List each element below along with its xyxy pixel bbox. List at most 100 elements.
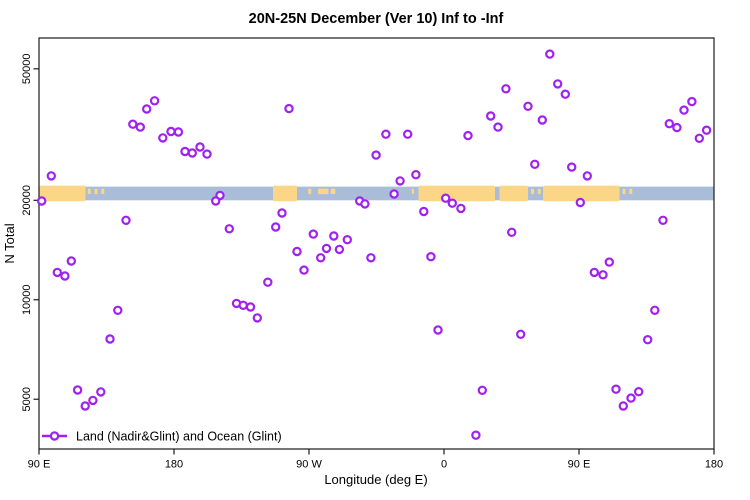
data-point [173, 127, 184, 137]
data-point [60, 271, 70, 281]
data-point [694, 133, 705, 143]
data-point [381, 129, 391, 139]
data-point [687, 96, 697, 107]
data-point [135, 122, 145, 132]
data-point [72, 385, 83, 395]
land-segment [273, 185, 297, 202]
data-point [634, 387, 644, 397]
data-point [501, 84, 511, 94]
land-segment [543, 185, 620, 202]
data-point [560, 89, 571, 99]
data-point [672, 122, 682, 133]
data-point [113, 305, 123, 315]
data-point [158, 133, 168, 143]
land-segment [418, 185, 495, 202]
data-point [553, 79, 563, 89]
data-point [284, 103, 294, 114]
data-point [643, 335, 653, 345]
data-point [46, 171, 57, 181]
island-segment [330, 188, 336, 195]
data-point [238, 300, 248, 310]
data-point [245, 302, 256, 312]
data-point [575, 197, 586, 208]
data-point [537, 115, 548, 125]
data-points [37, 49, 712, 440]
y-axis-label: N Total [2, 223, 17, 263]
data-point [96, 387, 106, 397]
data-point [292, 246, 302, 257]
island-segment [622, 188, 626, 195]
map-band [39, 185, 714, 202]
data-point [604, 257, 615, 267]
data-point [701, 125, 712, 135]
data-point [80, 401, 90, 411]
data-point [37, 196, 47, 206]
data-point [523, 101, 533, 112]
data-point [530, 159, 540, 169]
data-point [342, 234, 352, 245]
data-point [626, 393, 636, 403]
data-point [271, 222, 281, 232]
x-tick-label: 90 E [568, 459, 591, 471]
data-point [545, 49, 555, 59]
data-point [366, 253, 376, 263]
x-tick-label: 0 [441, 459, 447, 471]
island-segment [531, 188, 534, 195]
land-segment [39, 185, 86, 202]
data-point [493, 122, 503, 132]
data-point [611, 384, 621, 394]
data-point [121, 215, 131, 225]
data-point [166, 126, 176, 137]
land-segment [499, 185, 528, 202]
data-point [618, 401, 629, 411]
legend: Land (Nadir&Glint) and Ocean (Glint) [42, 430, 282, 444]
data-point [187, 148, 197, 158]
data-point [149, 96, 160, 106]
data-point [477, 385, 487, 395]
y-tick-label: 5000 [21, 387, 33, 411]
data-point [180, 146, 190, 157]
data-point [263, 277, 273, 287]
data-point [88, 395, 98, 406]
data-point [202, 149, 212, 159]
island-segment [94, 188, 98, 195]
data-point [334, 244, 345, 255]
data-point [321, 243, 332, 254]
island-segment [308, 188, 312, 195]
data-point [66, 256, 77, 266]
data-point [128, 119, 138, 129]
data-point [371, 150, 381, 160]
data-point [299, 265, 309, 275]
data-point [598, 270, 608, 280]
island-segment [87, 188, 91, 195]
data-point [195, 142, 205, 152]
island-segment [537, 188, 541, 195]
x-axis-label: Longitude (deg E) [324, 472, 427, 487]
data-point [582, 171, 593, 181]
data-point [403, 129, 413, 139]
data-point [411, 169, 421, 180]
data-point [589, 267, 600, 278]
plot-border [38, 37, 715, 450]
x-tick-label: 180 [165, 459, 183, 471]
data-point [316, 253, 326, 263]
data-point [419, 206, 429, 217]
data-point [433, 325, 443, 335]
data-point [105, 334, 115, 344]
data-point [664, 118, 675, 129]
data-point [679, 105, 689, 115]
data-point [471, 430, 481, 440]
data-point [252, 313, 262, 323]
legend-marker-circle [49, 431, 60, 441]
data-point [224, 224, 234, 234]
data-point [650, 305, 660, 315]
data-point [447, 198, 457, 208]
x-tick-label: 90 W [296, 459, 322, 471]
data-point [516, 329, 526, 339]
y-axis: 5000 10000 20000 50000 [21, 54, 39, 411]
island-segment [318, 188, 329, 195]
data-point [329, 231, 339, 241]
y-tick-label: 50000 [21, 54, 33, 85]
data-point [360, 199, 370, 209]
data-point [456, 203, 466, 214]
